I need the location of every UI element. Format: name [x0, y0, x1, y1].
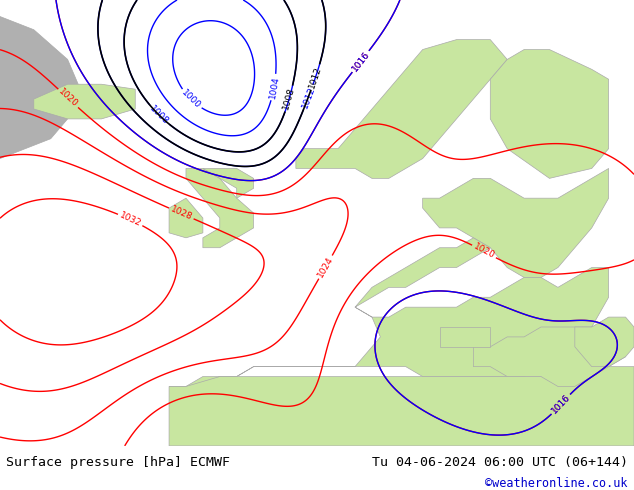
Text: 1016: 1016 — [350, 49, 372, 74]
Text: 1008: 1008 — [148, 104, 171, 126]
Text: 1028: 1028 — [169, 205, 193, 222]
Polygon shape — [490, 49, 609, 178]
Polygon shape — [0, 0, 84, 169]
Text: 1004: 1004 — [268, 75, 280, 99]
Text: 1008: 1008 — [281, 86, 297, 111]
Polygon shape — [296, 40, 507, 178]
Polygon shape — [186, 169, 254, 248]
Polygon shape — [169, 198, 203, 238]
Text: 1000: 1000 — [179, 88, 202, 111]
Text: 1016: 1016 — [550, 393, 572, 416]
Polygon shape — [169, 238, 609, 387]
Text: Tu 04-06-2024 06:00 UTC (06+144): Tu 04-06-2024 06:00 UTC (06+144) — [372, 456, 628, 469]
Polygon shape — [575, 317, 634, 367]
Polygon shape — [169, 367, 634, 446]
Text: 1020: 1020 — [56, 87, 80, 109]
Polygon shape — [203, 169, 254, 198]
Polygon shape — [423, 169, 609, 277]
Polygon shape — [439, 327, 490, 347]
Text: 1032: 1032 — [118, 211, 143, 229]
Text: 1020: 1020 — [472, 242, 496, 261]
Text: ©weatheronline.co.uk: ©weatheronline.co.uk — [485, 477, 628, 490]
Polygon shape — [34, 84, 135, 119]
Text: 1016: 1016 — [550, 393, 572, 416]
Text: 1012: 1012 — [300, 85, 316, 110]
Text: 1024: 1024 — [316, 255, 335, 279]
Text: Surface pressure [hPa] ECMWF: Surface pressure [hPa] ECMWF — [6, 456, 230, 469]
Text: 1016: 1016 — [350, 49, 372, 74]
Polygon shape — [474, 327, 626, 387]
Text: 1012: 1012 — [307, 65, 323, 89]
